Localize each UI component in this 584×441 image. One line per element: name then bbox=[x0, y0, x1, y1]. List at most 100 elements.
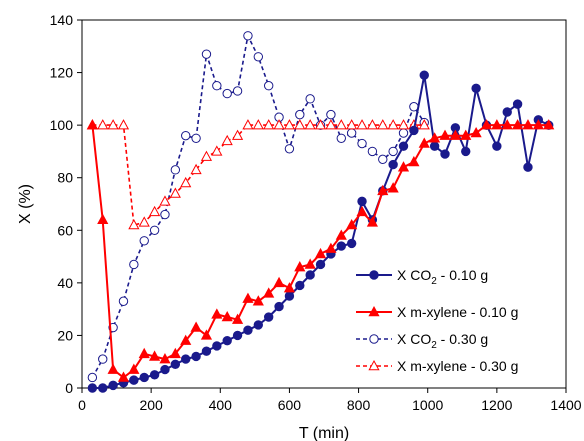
data-point bbox=[200, 329, 213, 340]
data-point bbox=[346, 119, 358, 130]
y-tick-label: 20 bbox=[57, 327, 73, 343]
data-point bbox=[159, 195, 171, 206]
data-point bbox=[346, 238, 357, 249]
data-point bbox=[211, 308, 223, 319]
legend: X CO2 - 0.10 g X m-xylene - 0.10 g X CO2 -… bbox=[356, 267, 518, 374]
data-point bbox=[336, 133, 346, 143]
data-point bbox=[284, 291, 295, 301]
data-point bbox=[212, 81, 222, 91]
data-point bbox=[180, 176, 192, 188]
series-2 bbox=[86, 119, 555, 382]
data-point bbox=[160, 364, 170, 375]
data-point bbox=[388, 146, 398, 157]
x-tick-label: 0 bbox=[78, 397, 86, 413]
data-point bbox=[314, 247, 327, 259]
legend-label-main: X CO bbox=[397, 267, 431, 283]
data-point bbox=[346, 128, 357, 138]
legend-marker bbox=[369, 270, 379, 280]
series-line bbox=[92, 124, 425, 226]
data-point bbox=[129, 259, 139, 270]
data-point bbox=[97, 119, 109, 130]
data-point bbox=[170, 165, 181, 175]
data-point bbox=[107, 119, 119, 130]
data-point bbox=[294, 261, 306, 272]
data-point bbox=[325, 242, 337, 253]
data-point bbox=[356, 205, 368, 217]
data-point bbox=[253, 52, 264, 62]
x-tick-label: 1400 bbox=[550, 397, 581, 413]
data-point bbox=[449, 129, 461, 140]
data-point bbox=[283, 282, 296, 293]
data-point bbox=[295, 280, 305, 291]
data-point bbox=[377, 184, 389, 196]
data-point bbox=[191, 351, 201, 362]
data-point bbox=[190, 321, 202, 332]
data-point bbox=[388, 159, 398, 170]
data-point bbox=[387, 119, 399, 130]
data-point bbox=[314, 119, 327, 130]
data-point bbox=[512, 99, 523, 109]
data-point bbox=[232, 86, 243, 96]
data-point bbox=[201, 49, 212, 59]
y-tick-label: 100 bbox=[50, 117, 74, 133]
data-point bbox=[491, 119, 503, 130]
data-point bbox=[418, 137, 430, 148]
data-point bbox=[128, 218, 140, 230]
data-point bbox=[98, 383, 108, 393]
legend-entry: X m-xylene - 0.10 g bbox=[356, 304, 518, 320]
data-point bbox=[252, 119, 264, 130]
legend-label-main: X m-xylene - 0.10 g bbox=[397, 304, 518, 320]
data-point bbox=[304, 119, 316, 130]
plot-frame bbox=[81, 19, 567, 389]
y-axis-label: X (%) bbox=[17, 184, 34, 224]
data-point bbox=[315, 259, 326, 270]
data-point bbox=[325, 119, 337, 130]
data-point bbox=[409, 125, 419, 136]
legend-marker bbox=[368, 305, 380, 317]
data-point bbox=[149, 370, 160, 380]
data-point bbox=[398, 141, 409, 151]
data-point bbox=[274, 301, 284, 312]
data-point bbox=[295, 109, 305, 120]
data-point bbox=[118, 296, 129, 306]
legend-entry: X CO2 - 0.30 g bbox=[356, 331, 488, 351]
data-point bbox=[263, 81, 274, 91]
data-point bbox=[387, 182, 399, 193]
data-point bbox=[263, 119, 275, 130]
data-point bbox=[461, 146, 471, 157]
data-point bbox=[108, 380, 118, 391]
data-point bbox=[439, 129, 451, 140]
data-point bbox=[128, 363, 140, 374]
legend-marker bbox=[368, 359, 380, 371]
data-point bbox=[149, 350, 161, 361]
y-tick-label: 140 bbox=[50, 12, 74, 28]
data-point bbox=[86, 119, 98, 130]
data-point bbox=[97, 213, 109, 225]
data-point bbox=[180, 334, 192, 345]
data-point bbox=[305, 94, 315, 104]
data-point bbox=[212, 341, 222, 351]
data-point bbox=[221, 310, 233, 322]
data-point bbox=[263, 287, 275, 298]
data-point bbox=[242, 292, 254, 303]
data-point bbox=[408, 155, 420, 167]
data-point bbox=[397, 161, 410, 172]
data-point bbox=[377, 119, 389, 130]
data-point bbox=[273, 276, 285, 288]
series-4 bbox=[86, 119, 430, 230]
legend-label-main: X CO bbox=[397, 331, 431, 347]
data-point bbox=[221, 134, 233, 146]
data-point bbox=[139, 372, 149, 383]
data-point bbox=[191, 133, 201, 143]
legend-label-subscript: 2 bbox=[431, 276, 437, 287]
data-point bbox=[243, 325, 253, 335]
data-point bbox=[284, 144, 295, 154]
data-point bbox=[501, 119, 513, 130]
x-tick-label: 800 bbox=[347, 397, 371, 413]
legend-entry: X CO2 - 0.10 g bbox=[356, 267, 488, 287]
data-point bbox=[366, 216, 378, 227]
data-point bbox=[139, 236, 149, 246]
data-point bbox=[512, 119, 524, 130]
data-point bbox=[470, 126, 482, 138]
